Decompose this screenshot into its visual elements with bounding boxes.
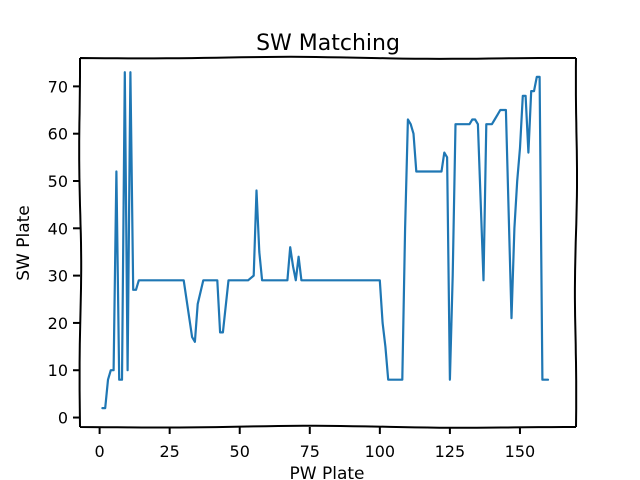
chart-title: SW Matching [256,31,400,56]
x-tick-label: 50 [230,442,250,461]
y-tick-label: 10 [48,361,68,380]
x-tick-label: 125 [435,442,466,461]
plot-frame [78,55,578,429]
y-tick-label: 60 [48,125,68,144]
x-tick-label: 100 [365,442,396,461]
x-tick-label: 150 [505,442,536,461]
y-tick-label: 40 [48,219,68,238]
y-tick-label: 50 [48,172,68,191]
y-tick-label: 0 [58,409,68,428]
series-line [101,71,550,410]
x-tick-label: 25 [159,442,179,461]
x-tick-label: 75 [300,442,320,461]
y-tick-label: 20 [48,314,68,333]
x-tick-label: 0 [95,442,105,461]
x-axis-label: PW Plate [290,464,365,480]
y-tick-label: 70 [48,77,68,96]
y-axis-label-group: SW Plate [14,205,34,281]
y-tick-label: 30 [48,267,68,286]
tick-group: 0 25 50 75 100 125 150 0 10 20 30 40 50 60 70 [48,77,536,461]
y-axis-label: SW Plate [14,205,34,281]
